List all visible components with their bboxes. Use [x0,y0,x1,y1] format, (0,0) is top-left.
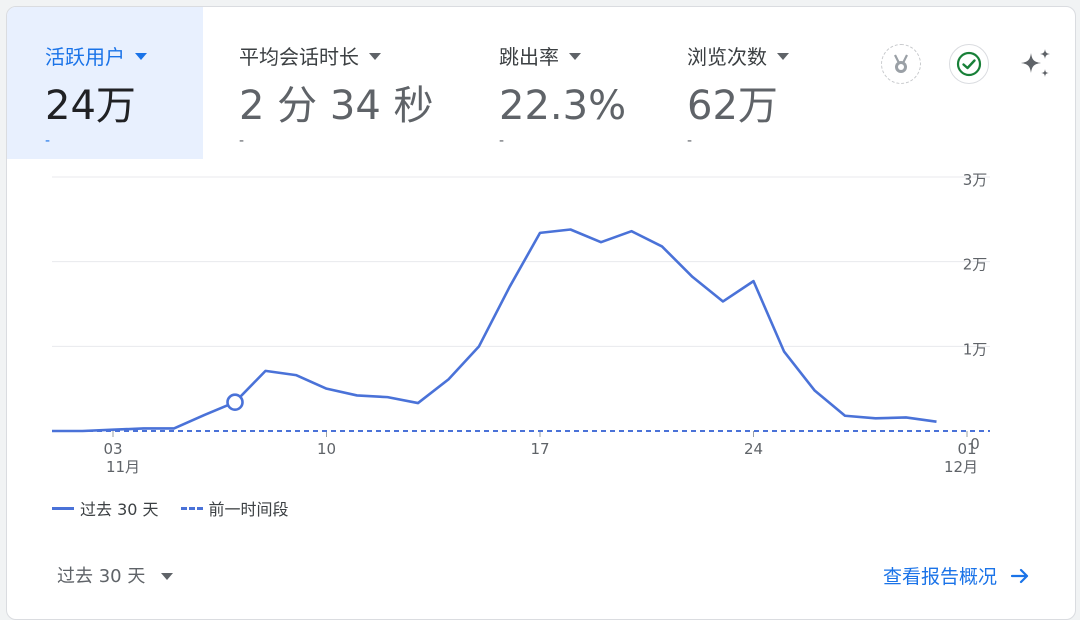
chevron-down-icon[interactable] [369,53,381,60]
arrow-right-icon [1010,568,1029,583]
metric-tab-page-views[interactable]: 浏览次数 62万 - [687,7,857,159]
view-report-link[interactable]: 查看报告概况 [883,562,1031,589]
x-tick-label: 17 [530,440,549,458]
x-tick-label: 03 [103,440,122,458]
active-users-card: 活跃用户 24万 - 平均会话时长 2 分 34 秒 - 跳出率 22.3% -… [6,6,1076,620]
legend-current-label: 过去 30 天 [80,500,159,519]
x-tick-month-label: 11月 [106,458,140,476]
x-tick-month-label: 12月 [944,458,978,476]
view-report-label: 查看报告概况 [883,566,998,588]
legend-dashed-swatch [180,506,203,510]
date-range-label: 过去 30 天 [57,566,146,587]
insights-medal-button[interactable] [881,44,921,84]
metric-delta: - [45,133,51,149]
y-tick-label: 0 [970,435,980,453]
y-tick-label: 3万 [963,171,988,189]
metric-delta: - [499,133,505,149]
metric-tab-bounce-rate[interactable]: 跳出率 22.3% - [499,7,669,159]
x-tick-label: 10 [317,440,336,458]
check-circle-icon [956,51,982,77]
legend-previous-label: 前一时间段 [208,500,289,519]
data-quality-button[interactable] [949,44,989,84]
metric-value: 2 分 34 秒 [239,83,434,129]
metric-label: 活跃用户 [45,45,125,69]
x-tick-label: 01 [957,440,976,458]
y-tick-label: 1万 [963,340,988,358]
metric-value: 62万 [687,83,778,129]
metric-value: 24万 [45,83,136,129]
chart-legend: 过去 30 天 前一时间段 [52,496,289,520]
metric-delta: - [239,133,245,149]
chevron-down-icon[interactable] [569,53,581,60]
chevron-down-icon[interactable] [135,53,147,60]
metric-delta: - [687,133,693,149]
highlighted-data-point [226,393,244,412]
y-tick-label: 2万 [963,256,988,274]
x-tick-label: 24 [744,440,763,458]
sparkle-icon[interactable] [1015,45,1055,85]
metric-label: 跳出率 [499,45,559,69]
metric-label: 平均会话时长 [239,45,359,69]
date-range-selector[interactable]: 过去 30 天 [57,562,174,588]
legend-solid-swatch [52,506,74,510]
metric-value: 22.3% [499,83,627,129]
metric-tab-avg-session-duration[interactable]: 平均会话时长 2 分 34 秒 - [239,7,479,159]
chevron-down-icon[interactable] [777,53,789,60]
chevron-down-icon [161,572,174,580]
metric-label: 浏览次数 [687,45,767,69]
medal-icon [894,54,908,73]
metric-tab-active-users[interactable]: 活跃用户 24万 - [7,7,203,159]
series-line-last-30-days [52,228,937,433]
